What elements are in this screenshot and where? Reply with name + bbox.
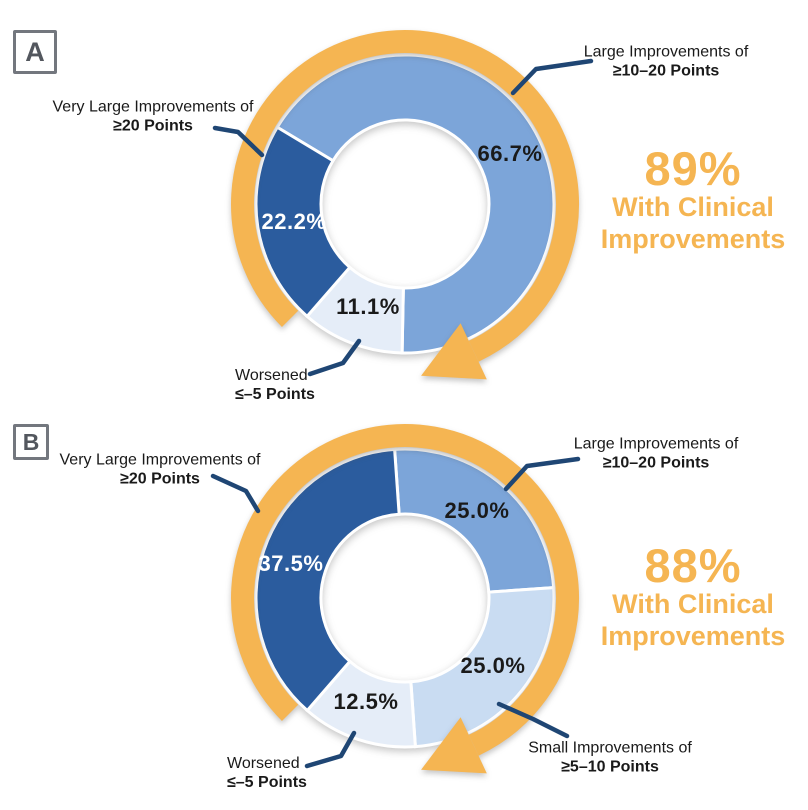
headline-a-caption-1: With Clinical: [612, 192, 774, 222]
headline-a-value: 89%: [644, 142, 742, 195]
callout-b-worsened: Worsened ≤–5 Points: [227, 755, 307, 792]
callout-b-large: Large Improvements of ≥10–20 Points: [574, 435, 739, 472]
callout-line2: ≥10–20 Points: [602, 454, 710, 471]
panel-a-letter: A: [25, 36, 45, 67]
callout-leader-line: [510, 58, 594, 96]
headline-a: 89% With Clinical Improvements: [601, 145, 786, 255]
callout-leader-line: [304, 730, 357, 769]
panel-a-label-box: A: [13, 30, 57, 74]
segment-value-label: 12.5%: [333, 689, 399, 714]
callout-leader-line: [212, 125, 265, 158]
donut-segment: [254, 125, 352, 319]
callout-line1: Worsened: [235, 367, 308, 384]
arrow-head-icon: [421, 323, 487, 380]
panel-b-letter: B: [22, 428, 40, 455]
callout-a-very-large: Very Large Improvements of ≥20 Points: [53, 98, 254, 135]
donut-A: [254, 53, 556, 355]
segment-value-label: 11.1%: [336, 294, 400, 319]
callout-line1: Large Improvements of: [573, 435, 739, 453]
callout-line2: ≤–5 Points: [235, 385, 315, 403]
callout-line2: ≥20 Points: [120, 470, 200, 487]
segment-value-label: 25.0%: [460, 653, 526, 678]
improvement-arrow-A: [231, 30, 579, 380]
callout-line2: ≤–5 Points: [227, 773, 307, 791]
arrow-arc: [231, 30, 579, 362]
segment-value-label: 37.5%: [258, 551, 324, 576]
improvement-arrow-B: [231, 424, 579, 774]
callout-line2: ≥5–10 Points: [561, 758, 659, 775]
headline-b-value: 88%: [644, 539, 742, 592]
segment-value-label: 25.0%: [444, 498, 510, 523]
headline-b: 88% With Clinical Improvements: [601, 542, 786, 652]
segment-value-label: 22.2%: [261, 209, 327, 234]
callout-leader-line: [496, 701, 570, 739]
headline-b-caption-1: With Clinical: [612, 589, 774, 619]
arrow-head-icon: [421, 717, 487, 774]
headline-a-caption-2: Improvements: [600, 223, 786, 254]
callout-a-large: Large Improvements of ≥10–20 Points: [584, 43, 749, 80]
callout-line1: Very Large Improvements of: [52, 98, 254, 116]
callout-leader-line: [307, 338, 362, 377]
donut-segment: [393, 447, 556, 594]
panel-b-label-box: B: [13, 424, 49, 460]
callout-b-small: Small Improvements of ≥5–10 Points: [528, 739, 692, 776]
headline-b-caption-2: Improvements: [600, 620, 786, 651]
segment-value-label: 66.7%: [477, 141, 543, 166]
callout-line1: Worsened: [227, 755, 300, 772]
callout-line1: Small Improvements of: [528, 739, 692, 757]
callout-line2: ≥10–20 Points: [612, 62, 720, 79]
arrow-arc: [231, 424, 579, 756]
callout-leader-line: [503, 456, 581, 492]
donut-segment: [409, 586, 556, 749]
callout-b-very-large: Very Large Improvements of ≥20 Points: [60, 451, 261, 488]
callout-line2: ≥20 Points: [113, 117, 193, 134]
callout-leader-line: [210, 473, 261, 514]
donut-B: [254, 447, 556, 749]
callout-line1: Large Improvements of: [583, 43, 749, 61]
donut-segment: [254, 447, 401, 713]
callout-line1: Very Large Improvements of: [59, 451, 261, 469]
callout-a-worsened: Worsened ≤–5 Points: [235, 367, 315, 404]
